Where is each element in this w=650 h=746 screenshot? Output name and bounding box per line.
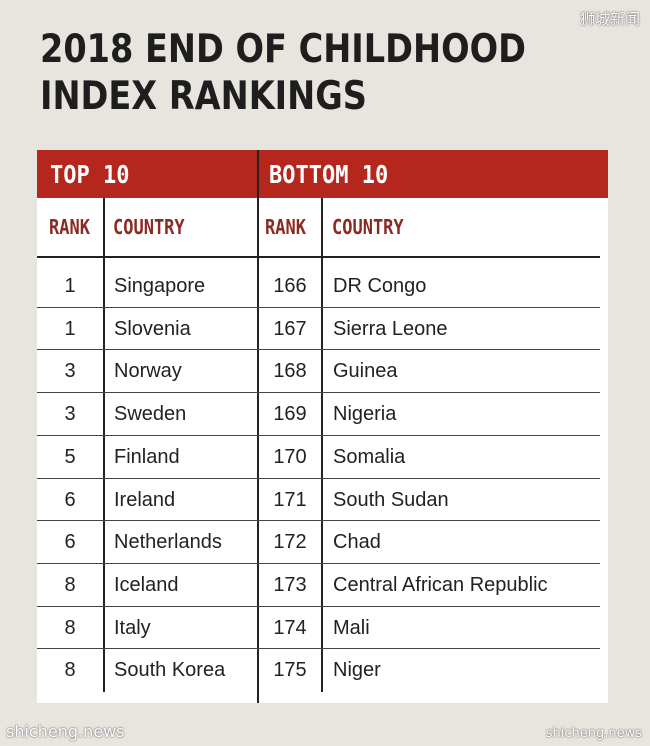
bottom-country-cell: DR Congo: [333, 275, 427, 297]
top-rank-cell: 6: [64, 531, 76, 553]
row-divider: [37, 349, 600, 350]
bottom-rank-cell: 170: [273, 446, 307, 468]
rankings-table: TOP 10 BOTTOM 10 RANK COUNTRY RANK COUNT…: [37, 150, 608, 703]
top-rank-cell: 6: [64, 489, 76, 511]
top-rank-cell: 8: [64, 617, 76, 639]
bottom-country-cell: Guinea: [333, 360, 398, 382]
table-header-bar: [37, 150, 608, 198]
top-rank-cell: 8: [64, 659, 76, 681]
top-country-cell: Sweden: [114, 403, 187, 425]
top-country-column-header: COUNTRY: [113, 215, 185, 239]
top-country-cell: Finland: [114, 446, 180, 468]
top-rank-cell: 1: [64, 275, 76, 297]
bottom-country-cell: South Sudan: [333, 489, 449, 511]
title-line-1: 2018 END OF CHILDHOOD: [40, 27, 526, 72]
column-divider: [257, 150, 259, 703]
row-divider: [37, 563, 600, 564]
row-divider: [37, 478, 600, 479]
top-country-cell: Singapore: [114, 275, 206, 297]
bottom-rank-cell: 169: [273, 403, 307, 425]
top-country-cell: Iceland: [114, 574, 179, 596]
bottom-country-cell: Sierra Leone: [333, 318, 448, 340]
bottom-country-cell: Central African Republic: [333, 574, 548, 596]
row-divider: [37, 435, 600, 436]
bottom-rank-cell: 167: [273, 318, 307, 340]
bottom-country-cell: Chad: [333, 531, 381, 553]
bottom-rank-cell: 166: [273, 275, 307, 297]
bottom-rank-column-header: RANK: [265, 215, 306, 239]
bottom-country-cell: Mali: [333, 617, 370, 639]
row-divider: [37, 307, 600, 308]
top-rank-cell: 8: [64, 574, 76, 596]
top-country-cell: Slovenia: [114, 318, 191, 340]
bottom-rank-cell: 171: [273, 489, 307, 511]
bottom-country-cell: Niger: [333, 659, 381, 681]
top-10-label: TOP 10: [50, 160, 130, 189]
bottom-rank-cell: 174: [273, 617, 307, 639]
top-rank-cell: 3: [64, 403, 76, 425]
watermark-bottom-right: shicheng.news: [545, 726, 642, 741]
top-country-cell: Italy: [114, 617, 151, 639]
column-divider: [321, 198, 323, 692]
top-rank-column-header: RANK: [49, 215, 90, 239]
bottom-country-column-header: COUNTRY: [332, 215, 404, 239]
watermark-bottom-left: shicheng.news: [6, 722, 125, 741]
top-rank-cell: 5: [64, 446, 76, 468]
top-rank-cell: 1: [64, 318, 76, 340]
bottom-rank-cell: 168: [273, 360, 307, 382]
bottom-country-cell: Somalia: [333, 446, 406, 468]
column-header-underline: [37, 256, 600, 258]
page-title: 2018 END OF CHILDHOOD INDEX RANKINGS: [40, 26, 526, 120]
bottom-rank-cell: 173: [273, 574, 307, 596]
watermark-top: 狮城新闻: [579, 10, 640, 28]
row-divider: [37, 606, 600, 607]
top-country-cell: Netherlands: [114, 531, 222, 553]
top-country-cell: Norway: [114, 360, 182, 382]
top-country-cell: South Korea: [114, 659, 226, 681]
bottom-rank-cell: 175: [273, 659, 307, 681]
top-country-cell: Ireland: [114, 489, 176, 511]
column-divider: [103, 198, 105, 692]
bottom-rank-cell: 172: [273, 531, 307, 553]
row-divider: [37, 520, 600, 521]
row-divider: [37, 392, 600, 393]
bottom-country-cell: Nigeria: [333, 403, 397, 425]
title-line-2: INDEX RANKINGS: [40, 74, 367, 119]
row-divider: [37, 648, 600, 649]
top-rank-cell: 3: [64, 360, 76, 382]
bottom-10-label: BOTTOM 10: [269, 160, 389, 189]
